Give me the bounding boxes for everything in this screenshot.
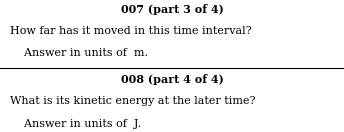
Text: Answer in units of  m.: Answer in units of m. (10, 48, 148, 58)
Text: What is its kinetic energy at the later time?: What is its kinetic energy at the later … (10, 96, 256, 106)
Text: 007 (part 3 of 4): 007 (part 3 of 4) (121, 4, 223, 15)
Text: Answer in units of  J.: Answer in units of J. (10, 119, 141, 129)
Text: 008 (part 4 of 4): 008 (part 4 of 4) (121, 74, 223, 85)
Text: How far has it moved in this time interval?: How far has it moved in this time interv… (10, 26, 252, 36)
